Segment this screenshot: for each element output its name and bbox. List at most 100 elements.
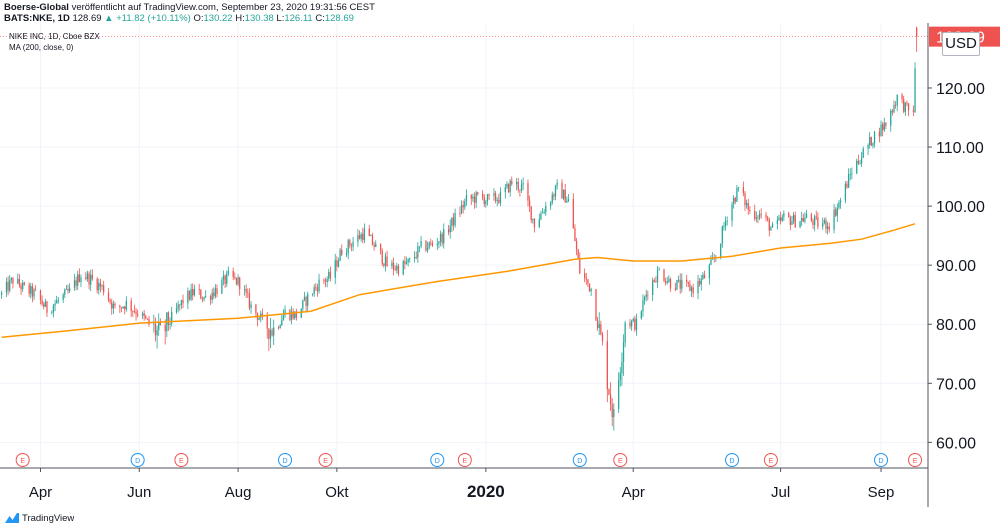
currency-selector[interactable]: USD [942,32,980,56]
candle-body [300,308,302,318]
candle-body [341,249,343,256]
candle-body [98,283,100,291]
dividend-marker[interactable]: D [430,453,445,467]
candle-body [566,200,568,203]
candle [402,259,404,276]
candle [394,265,396,271]
candle [349,238,351,249]
dividend-marker[interactable]: D [130,453,145,467]
candle-body [916,27,918,37]
candle [575,237,578,256]
candle [533,218,536,233]
candle-body [371,235,374,245]
candle-body [171,311,173,324]
candle [630,319,633,331]
candle-body [111,302,113,309]
candle-body [211,292,213,300]
dividend-marker[interactable]: D [572,453,587,467]
candle-body [0,292,3,295]
candle-body [906,102,908,104]
candle-body [783,213,785,217]
candle [99,278,102,293]
earnings-marker[interactable]: E [15,453,30,467]
candle [812,218,814,229]
dividend-marker[interactable]: D [278,453,293,467]
candle [473,192,476,209]
price-tick-label: 80.00 [936,317,976,334]
candle [373,241,375,251]
earnings-marker[interactable]: E [457,453,472,467]
candle [723,222,725,231]
candle [392,257,395,276]
candle [103,280,105,296]
candle-body [91,274,93,279]
time-tick-label: Okt [325,484,349,501]
candle-body [528,200,531,207]
candle [702,272,704,281]
candle [906,100,908,107]
legend-indicator[interactable]: MA (200, close, 0) [9,43,74,52]
candle [350,243,353,252]
candle [880,120,882,137]
legend-instrument[interactable]: NIKE INC, 1D, Cboe BZX [9,32,100,41]
candle [485,199,487,208]
candle-body [107,292,110,300]
candle [12,276,14,289]
candle-body [158,322,160,331]
price-chart[interactable]: E D E D E D E D E D E D E 60.00 70.00 80.00 90.00 100.00 1… [0,23,1000,507]
candle-body [243,289,246,290]
dividend-marker[interactable]: D [874,453,889,467]
price-tick-label: 70.00 [936,376,976,393]
candle-body [279,325,281,329]
candle-body [522,183,524,185]
candle-body [273,327,275,336]
candle-body [585,277,587,280]
candle [883,117,885,132]
candle [326,276,328,288]
tradingview-logo-icon[interactable] [4,512,20,524]
candle-body [640,311,642,319]
candle-body [307,293,309,306]
candle-body [420,240,422,247]
candle-body [698,281,701,285]
candle [23,281,25,286]
candle-body [430,242,432,244]
tradingview-brand[interactable]: TradingView [22,513,75,524]
candle-body [39,290,42,300]
chart-area[interactable]: E D E D E D E D E D E D E 60.00 70.00 80.00 90.00 100.00 1… [0,23,1000,507]
candle-body [132,311,134,312]
candle-body [62,294,64,300]
marker-label: D [283,458,288,465]
candle-body [749,209,751,211]
candle-body [765,214,767,218]
candle-body [56,300,58,304]
candle-body [357,235,359,242]
candle-body [57,299,59,301]
earnings-marker[interactable]: E [613,453,628,467]
candle [431,240,434,248]
candle-body [904,102,906,112]
candle [629,318,631,329]
candle-body [587,279,589,284]
marker-circle [174,453,189,467]
author-name[interactable]: Boerse-Global [4,2,69,13]
candle [125,296,127,312]
candle [90,269,92,292]
marker-label: E [20,458,25,465]
candle [391,259,393,270]
candle-body [167,312,170,325]
candle [758,210,761,221]
candle [266,311,268,339]
earnings-marker[interactable]: E [908,453,923,467]
candle-body [846,183,848,188]
earnings-marker[interactable]: E [174,453,189,467]
dividend-marker[interactable]: D [725,453,740,467]
open-label: O: [193,13,204,24]
candle-body [269,330,272,339]
earnings-marker[interactable]: E [763,453,778,467]
candle-body [677,279,680,281]
candle [606,329,608,403]
candle-body [449,225,451,233]
earnings-marker[interactable]: E [318,453,333,467]
time-tick-label: 2020 [467,482,505,501]
